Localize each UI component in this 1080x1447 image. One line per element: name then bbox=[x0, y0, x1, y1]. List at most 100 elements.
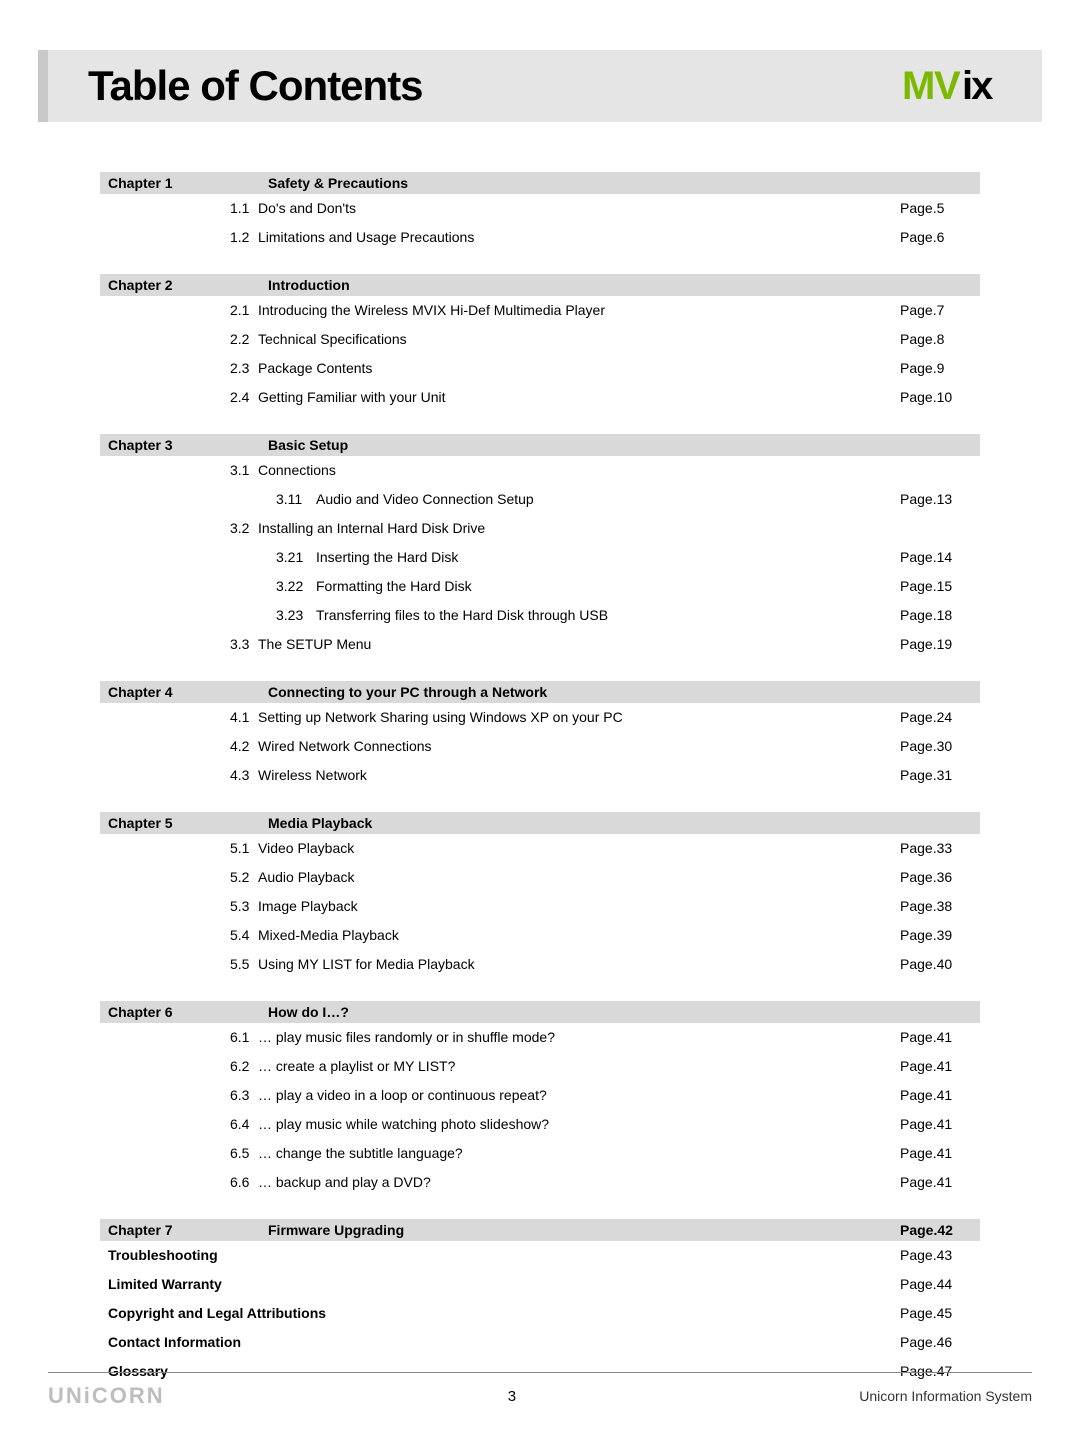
page-title: Table of Contents bbox=[88, 62, 423, 110]
chapter-label: Chapter 7 bbox=[108, 1222, 268, 1238]
section-page: Page.24 bbox=[900, 707, 980, 728]
section-page: Page.19 bbox=[900, 634, 980, 655]
section-number: 6.2 bbox=[230, 1056, 258, 1077]
section-number: 5.5 bbox=[230, 954, 258, 975]
section-page: Page.41 bbox=[900, 1114, 980, 1135]
section-number: 2.2 bbox=[230, 329, 258, 350]
section-text: Technical Specifications bbox=[258, 329, 900, 350]
svg-text:ix: ix bbox=[962, 65, 993, 107]
section-number: 2.4 bbox=[230, 387, 258, 408]
subsection-number: 3.23 bbox=[276, 605, 316, 626]
footer-logo: UNiCORN bbox=[48, 1383, 165, 1409]
section-number: 1.2 bbox=[230, 227, 258, 248]
header-bar: Table of Contents M V ix bbox=[38, 50, 1042, 122]
toc-section-row: 3.2Installing an Internal Hard Disk Driv… bbox=[100, 514, 980, 543]
section-text: Using MY LIST for Media Playback bbox=[258, 954, 900, 975]
toc-section-row: 2.1Introducing the Wireless MVIX Hi-Def … bbox=[100, 296, 980, 325]
section-number: 4.3 bbox=[230, 765, 258, 786]
section-page: Page.30 bbox=[900, 736, 980, 757]
toc-section-row: 6.1… play music files randomly or in shu… bbox=[100, 1023, 980, 1052]
section-text: Wireless Network bbox=[258, 765, 900, 786]
toc-section-row: 5.3Image PlaybackPage.38 bbox=[100, 892, 980, 921]
section-text: Connections bbox=[258, 460, 900, 481]
section-text: Image Playback bbox=[258, 896, 900, 917]
toc-appendix-row: TroubleshootingPage.43 bbox=[100, 1241, 980, 1270]
section-text: Mixed-Media Playback bbox=[258, 925, 900, 946]
page-footer: UNiCORN 3 Unicorn Information System bbox=[48, 1372, 1032, 1409]
section-page: Page.39 bbox=[900, 925, 980, 946]
toc-content: Chapter 1Safety & Precautions1.1Do's and… bbox=[100, 172, 980, 1386]
toc-section-row: 3.1Connections bbox=[100, 456, 980, 485]
subsection-number: 3.22 bbox=[276, 576, 316, 597]
chapter-header: Chapter 1Safety & Precautions bbox=[100, 172, 980, 194]
toc-section-row: 4.2Wired Network ConnectionsPage.30 bbox=[100, 732, 980, 761]
svg-text:M: M bbox=[902, 65, 933, 107]
section-page: Page.8 bbox=[900, 329, 980, 350]
toc-section-row: 2.2Technical SpecificationsPage.8 bbox=[100, 325, 980, 354]
section-text: Do's and Don'ts bbox=[258, 198, 900, 219]
section-page: Page.36 bbox=[900, 867, 980, 888]
section-page: Page.6 bbox=[900, 227, 980, 248]
chapter-label: Chapter 3 bbox=[108, 437, 268, 453]
toc-section-row: 6.5… change the subtitle language?Page.4… bbox=[100, 1139, 980, 1168]
section-page: Page.40 bbox=[900, 954, 980, 975]
brand-logo: M V ix bbox=[902, 65, 1012, 107]
appendix-label: Troubleshooting bbox=[108, 1245, 900, 1266]
appendix-page: Page.44 bbox=[900, 1274, 980, 1295]
chapter-label: Chapter 6 bbox=[108, 1004, 268, 1020]
subsection-page: Page.14 bbox=[900, 547, 980, 568]
section-number: 5.3 bbox=[230, 896, 258, 917]
section-number: 2.1 bbox=[230, 300, 258, 321]
chapter-header: Chapter 3Basic Setup bbox=[100, 434, 980, 456]
section-page: Page.41 bbox=[900, 1085, 980, 1106]
section-number: 2.3 bbox=[230, 358, 258, 379]
section-page: Page.7 bbox=[900, 300, 980, 321]
section-text: Setting up Network Sharing using Windows… bbox=[258, 707, 900, 728]
chapter-title: Safety & Precautions bbox=[268, 175, 900, 191]
subsection-text: Inserting the Hard Disk bbox=[316, 547, 900, 568]
toc-section-row: 6.6… backup and play a DVD?Page.41 bbox=[100, 1168, 980, 1197]
section-page bbox=[900, 518, 980, 539]
section-text: Video Playback bbox=[258, 838, 900, 859]
section-number: 3.2 bbox=[230, 518, 258, 539]
toc-section-row: 1.2Limitations and Usage PrecautionsPage… bbox=[100, 223, 980, 252]
toc-subsection-row: 3.21Inserting the Hard DiskPage.14 bbox=[100, 543, 980, 572]
toc-section-row: 6.4… play music while watching photo sli… bbox=[100, 1110, 980, 1139]
section-number: 6.5 bbox=[230, 1143, 258, 1164]
section-page: Page.33 bbox=[900, 838, 980, 859]
toc-section-row: 6.3… play a video in a loop or continuou… bbox=[100, 1081, 980, 1110]
section-page: Page.10 bbox=[900, 387, 980, 408]
section-page: Page.38 bbox=[900, 896, 980, 917]
chapter-header: Chapter 4Connecting to your PC through a… bbox=[100, 681, 980, 703]
section-text: … backup and play a DVD? bbox=[258, 1172, 900, 1193]
section-number: 6.4 bbox=[230, 1114, 258, 1135]
section-number: 3.1 bbox=[230, 460, 258, 481]
footer-company: Unicorn Information System bbox=[859, 1388, 1032, 1404]
section-text: Package Contents bbox=[258, 358, 900, 379]
section-page: Page.5 bbox=[900, 198, 980, 219]
section-text: … create a playlist or MY LIST? bbox=[258, 1056, 900, 1077]
section-text: … play music files randomly or in shuffl… bbox=[258, 1027, 900, 1048]
subsection-number: 3.21 bbox=[276, 547, 316, 568]
chapter-header: Chapter 2Introduction bbox=[100, 274, 980, 296]
chapter-header: Chapter 6How do I…? bbox=[100, 1001, 980, 1023]
chapter-page: Page.42 bbox=[900, 1222, 980, 1238]
toc-section-row: 2.4Getting Familiar with your UnitPage.1… bbox=[100, 383, 980, 412]
section-number: 6.3 bbox=[230, 1085, 258, 1106]
toc-section-row: 5.1Video PlaybackPage.33 bbox=[100, 834, 980, 863]
chapter-title: Connecting to your PC through a Network bbox=[268, 684, 900, 700]
appendix-label: Contact Information bbox=[108, 1332, 900, 1353]
chapter-header: Chapter 5Media Playback bbox=[100, 812, 980, 834]
toc-appendix-row: Limited WarrantyPage.44 bbox=[100, 1270, 980, 1299]
toc-subsection-row: 3.23Transferring files to the Hard Disk … bbox=[100, 601, 980, 630]
section-number: 5.1 bbox=[230, 838, 258, 859]
appendix-label: Limited Warranty bbox=[108, 1274, 900, 1295]
section-number: 6.6 bbox=[230, 1172, 258, 1193]
appendix-page: Page.43 bbox=[900, 1245, 980, 1266]
subsection-text: Transferring files to the Hard Disk thro… bbox=[316, 605, 900, 626]
chapter-title: Basic Setup bbox=[268, 437, 900, 453]
section-page: Page.41 bbox=[900, 1143, 980, 1164]
section-text: Wired Network Connections bbox=[258, 736, 900, 757]
appendix-page: Page.45 bbox=[900, 1303, 980, 1324]
toc-section-row: 1.1Do's and Don'tsPage.5 bbox=[100, 194, 980, 223]
